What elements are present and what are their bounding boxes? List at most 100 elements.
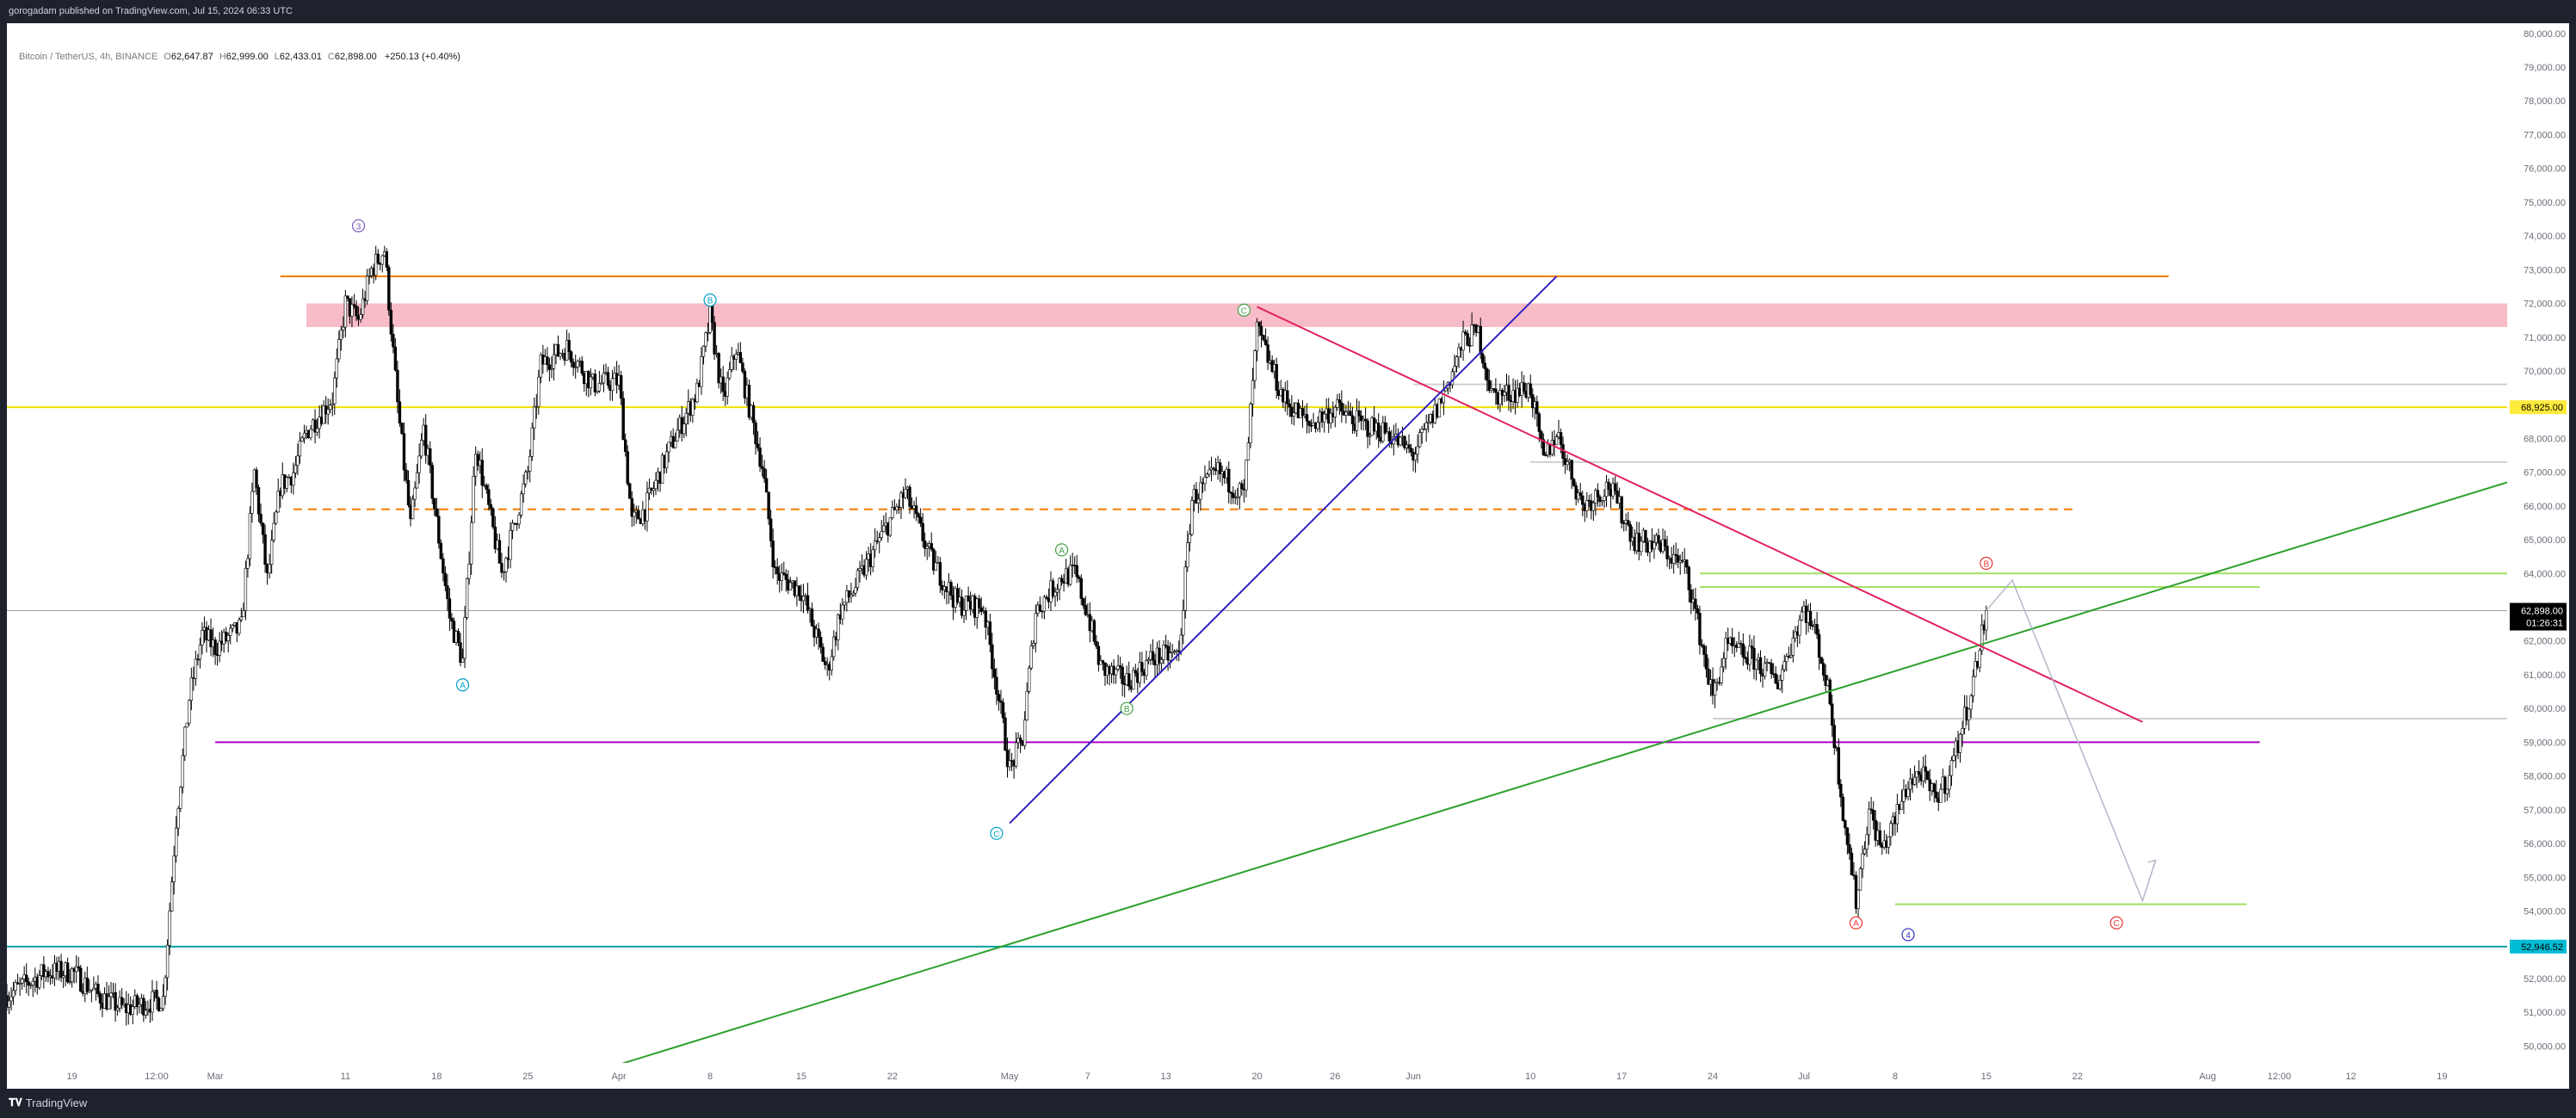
candle-body bbox=[1863, 849, 1867, 855]
candle-body bbox=[1721, 658, 1726, 668]
candle-body bbox=[20, 979, 24, 984]
candle-body bbox=[1051, 580, 1055, 596]
candle-body bbox=[1399, 436, 1402, 446]
candle-body bbox=[934, 562, 937, 571]
candle-body bbox=[797, 585, 801, 596]
candle-body bbox=[997, 694, 1001, 701]
candle-body bbox=[1366, 420, 1369, 437]
candle-body bbox=[359, 314, 362, 320]
candle-body bbox=[405, 469, 408, 481]
candle-body bbox=[938, 562, 942, 586]
candle-body bbox=[522, 484, 525, 495]
candle-body bbox=[1763, 663, 1767, 676]
tradingview-logo[interactable]: 𝐓𝐕 TradingView bbox=[9, 1096, 87, 1109]
candle-body bbox=[1004, 717, 1007, 750]
candle-body bbox=[1461, 331, 1465, 351]
candle-body bbox=[1266, 344, 1269, 363]
candle-body bbox=[962, 609, 966, 616]
x-tick-label: Mar bbox=[207, 1072, 224, 1082]
candle-body bbox=[1591, 503, 1596, 511]
candle-body bbox=[1084, 605, 1087, 615]
candle-body bbox=[1967, 708, 1971, 721]
candle-body bbox=[24, 974, 28, 983]
candle-body bbox=[734, 353, 738, 360]
candle-body bbox=[626, 451, 629, 485]
candle-body bbox=[392, 333, 395, 348]
candle-body bbox=[763, 468, 766, 479]
candle-body bbox=[411, 498, 415, 520]
candle-body bbox=[309, 429, 312, 438]
legend-high-label: H bbox=[219, 52, 226, 62]
candle-body bbox=[1138, 662, 1142, 683]
candle-body bbox=[534, 405, 538, 408]
candle-body bbox=[1190, 500, 1194, 535]
candle-body bbox=[463, 617, 466, 659]
candle-body bbox=[396, 369, 399, 403]
candle-body bbox=[984, 610, 987, 628]
candle-body bbox=[992, 668, 997, 678]
candle-body bbox=[764, 478, 769, 493]
candle-body bbox=[1878, 830, 1881, 846]
candle-body bbox=[226, 635, 230, 641]
candle-body bbox=[995, 676, 998, 695]
candle-body bbox=[1861, 853, 1864, 869]
candle-body bbox=[1251, 380, 1255, 405]
candle-body bbox=[1096, 645, 1101, 665]
candle-body bbox=[489, 504, 493, 510]
candle-body bbox=[491, 508, 495, 528]
candle-body bbox=[528, 455, 532, 472]
candle-body bbox=[1340, 402, 1344, 412]
candle-body bbox=[1029, 645, 1033, 669]
candle-body bbox=[1832, 725, 1836, 748]
x-tick-label: 8 bbox=[707, 1072, 713, 1082]
candle-body bbox=[374, 253, 378, 276]
candle-body bbox=[107, 996, 111, 1010]
candle-body bbox=[1926, 770, 1930, 781]
crimson-falling-trendline bbox=[1257, 306, 2143, 723]
candle-body bbox=[109, 992, 113, 998]
candle-body bbox=[1203, 477, 1207, 485]
candle-body bbox=[61, 975, 65, 979]
candle-body bbox=[856, 570, 860, 589]
candle-body bbox=[161, 996, 165, 1010]
candle-body bbox=[523, 472, 528, 485]
last-price-tag-bg bbox=[2510, 602, 2567, 631]
candle-body bbox=[1958, 733, 1962, 753]
candle-body bbox=[580, 361, 584, 374]
candle-body bbox=[1305, 414, 1309, 422]
candle-body bbox=[322, 405, 325, 424]
candle-body bbox=[991, 644, 994, 670]
candle-body bbox=[917, 513, 920, 518]
chart-frame[interactable]: 3 B A C C A B B A C 4 80,000.00 79,000.00 78,000.00 77… bbox=[7, 23, 2569, 1089]
candle-body bbox=[329, 405, 332, 411]
candle-body bbox=[1337, 399, 1342, 404]
candle-body bbox=[1985, 610, 1988, 631]
candle-body bbox=[1707, 669, 1710, 685]
candle-body bbox=[1059, 578, 1064, 582]
candle-body bbox=[1079, 578, 1083, 599]
candle-body bbox=[213, 639, 217, 655]
candle-body bbox=[1212, 467, 1215, 470]
candle-body bbox=[1932, 783, 1936, 793]
candle-body bbox=[1005, 750, 1010, 768]
footer-bar: 𝐓𝐕 TradingView bbox=[0, 1089, 2576, 1118]
candle-body bbox=[419, 440, 423, 457]
candle-body bbox=[151, 991, 154, 1013]
candle-body bbox=[59, 960, 63, 979]
candle-body bbox=[1845, 827, 1850, 845]
candle-body bbox=[1463, 331, 1467, 334]
candle-body bbox=[823, 661, 827, 665]
candle-body bbox=[630, 497, 633, 517]
legend-open-label: O bbox=[164, 52, 171, 62]
legend-change: +250.13 (+0.40%) bbox=[384, 52, 460, 62]
wave-label: 3 bbox=[356, 222, 361, 232]
candle-body bbox=[393, 346, 398, 371]
candle-body bbox=[1422, 429, 1426, 430]
candle-body bbox=[1164, 645, 1168, 647]
candle-body bbox=[1785, 656, 1788, 662]
candle-body bbox=[96, 983, 100, 995]
y-tick-label: 76,000.00 bbox=[2523, 164, 2566, 175]
candle-body bbox=[1368, 435, 1372, 437]
candle-body bbox=[975, 598, 979, 618]
